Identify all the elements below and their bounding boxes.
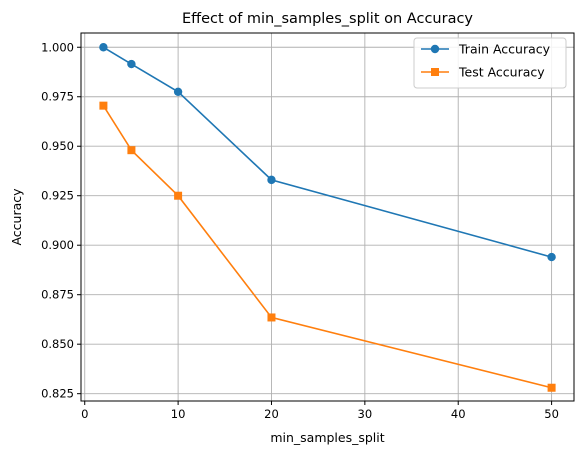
legend-box (413, 37, 567, 89)
plot-frame (80, 32, 575, 402)
data-point (547, 383, 556, 392)
y-tick-label: 0.950 (41, 139, 74, 153)
legend-label-0: Train Accuracy (458, 42, 551, 57)
y-tick-label: 0.825 (41, 387, 74, 401)
x-tick-label: 10 (171, 407, 186, 421)
chart-title: Effect of min_samples_split on Accuracy (182, 11, 473, 27)
y-tick-label: 0.975 (41, 90, 74, 104)
y-tick-label: 0.900 (41, 238, 74, 252)
data-point (267, 313, 276, 322)
data-point (267, 175, 276, 185)
legend-marker-1 (431, 68, 439, 76)
y-tick-label: 0.850 (41, 337, 74, 351)
x-axis: 0 10 20 30 40 50 (81, 401, 559, 421)
data-point (174, 191, 183, 200)
x-tick-label: 30 (358, 407, 373, 421)
data-point (127, 146, 136, 155)
y-tick-label: 1.000 (41, 40, 74, 54)
x-tick-label: 50 (544, 407, 559, 421)
x-tick-label: 20 (264, 407, 279, 421)
data-point (99, 43, 108, 52)
x-axis-label: min_samples_split (270, 430, 384, 445)
x-tick-label: 0 (81, 407, 88, 421)
legend-label-1: Test Accuracy (458, 65, 545, 80)
data-point (547, 252, 556, 262)
data-point (99, 101, 108, 110)
plot-series (99, 43, 556, 392)
data-point (127, 59, 136, 69)
legend: Train Accuracy Test Accuracy (413, 37, 567, 89)
y-axis: 0.825 0.850 0.875 0.900 0.925 0.950 0.975 1.000 (41, 40, 81, 401)
y-tick-label: 0.925 (41, 189, 74, 203)
x-tick-label: 40 (451, 407, 466, 421)
y-tick-label: 0.875 (41, 288, 74, 302)
data-point (173, 87, 183, 96)
legend-marker-0 (430, 44, 440, 54)
y-axis-label: Accuracy (9, 188, 24, 246)
